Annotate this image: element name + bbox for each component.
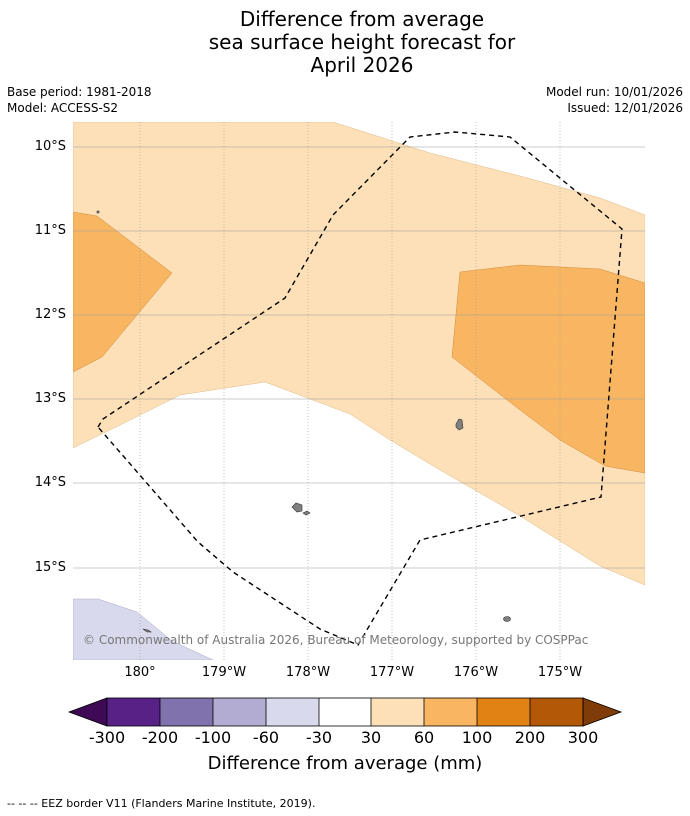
colorbar-tick: -200 [141,728,179,747]
colorbar-segment [319,698,371,726]
longitude-label-178w: 178°W [285,665,331,680]
title-line-1: Difference from average [239,7,485,31]
colorbar-tick: 200 [514,728,546,747]
colorbar-tick: 30 [360,728,382,747]
title-line-2: sea surface height forecast for [208,30,516,54]
latitude-label-10s: 10°S [34,139,66,154]
longitude-label-175w: 175°W [537,665,583,680]
latitude-label-11s: 11°S [34,223,66,238]
title-line-3: April 2026 [310,53,414,77]
island-alofi [302,510,311,516]
colorbar-segment [213,698,266,726]
colorbar-tick: -100 [194,728,232,747]
chart-title: Difference from average sea surface heig… [0,8,690,77]
colorbar-dividers [106,697,584,727]
colorbar-tick: 300 [567,728,599,747]
graticule [73,122,645,660]
eez-border [97,131,623,646]
colorbar-segment [371,698,424,726]
meta-right: Model run: 10/01/2026 Issued: 12/01/2026 [546,84,683,116]
island-small-east [503,616,511,622]
colorbar-extend-high [582,697,623,727]
anomaly-region-negative [73,598,214,660]
island-small-west [142,628,152,633]
island-speck-north [96,210,100,214]
colorbar-tick: -30 [305,728,333,747]
colorbar-tick: -300 [88,728,126,747]
colorbar-tick: -60 [252,728,280,747]
islands [96,210,511,633]
issued-date: Issued: 12/01/2026 [567,101,683,115]
colorbar-segment [477,698,530,726]
colorbar-segment [107,698,160,726]
colorbar-segment [530,698,583,726]
longitude-label-176w: 176°W [453,665,499,680]
longitude-label-179w: 179°W [201,665,247,680]
island-wallis [455,418,464,431]
colorbar-segment [424,698,477,726]
longitude-label-180: 180° [124,665,156,680]
map-credit: © Commonwealth of Australia 2026, Bureau… [83,633,589,647]
model-name: Model: ACCESS-S2 [7,101,119,115]
model-run: Model run: 10/01/2026 [545,85,683,99]
latitude-label-13s: 13°S [34,391,66,406]
eez-legend-note: -- -- -- EEZ border V11 (Flanders Marine… [7,797,316,810]
latitude-label-14s: 14°S [34,475,66,490]
colorbar-tick: 60 [413,728,435,747]
colorbar-segment [266,698,319,726]
longitude-label-177w: 177°W [369,665,415,680]
island-futuna [291,502,303,513]
latitude-label-15s: 15°S [34,560,66,575]
colorbar-extend-low [67,697,108,727]
meta-left: Base period: 1981-2018 Model: ACCESS-S2 [7,84,152,116]
colorbar-segment [160,698,213,726]
colorbar-label: Difference from average (mm) [207,753,483,774]
latitude-label-12s: 12°S [34,307,66,322]
colorbar-tick: 100 [461,728,493,747]
base-period: Base period: 1981-2018 [7,85,152,99]
